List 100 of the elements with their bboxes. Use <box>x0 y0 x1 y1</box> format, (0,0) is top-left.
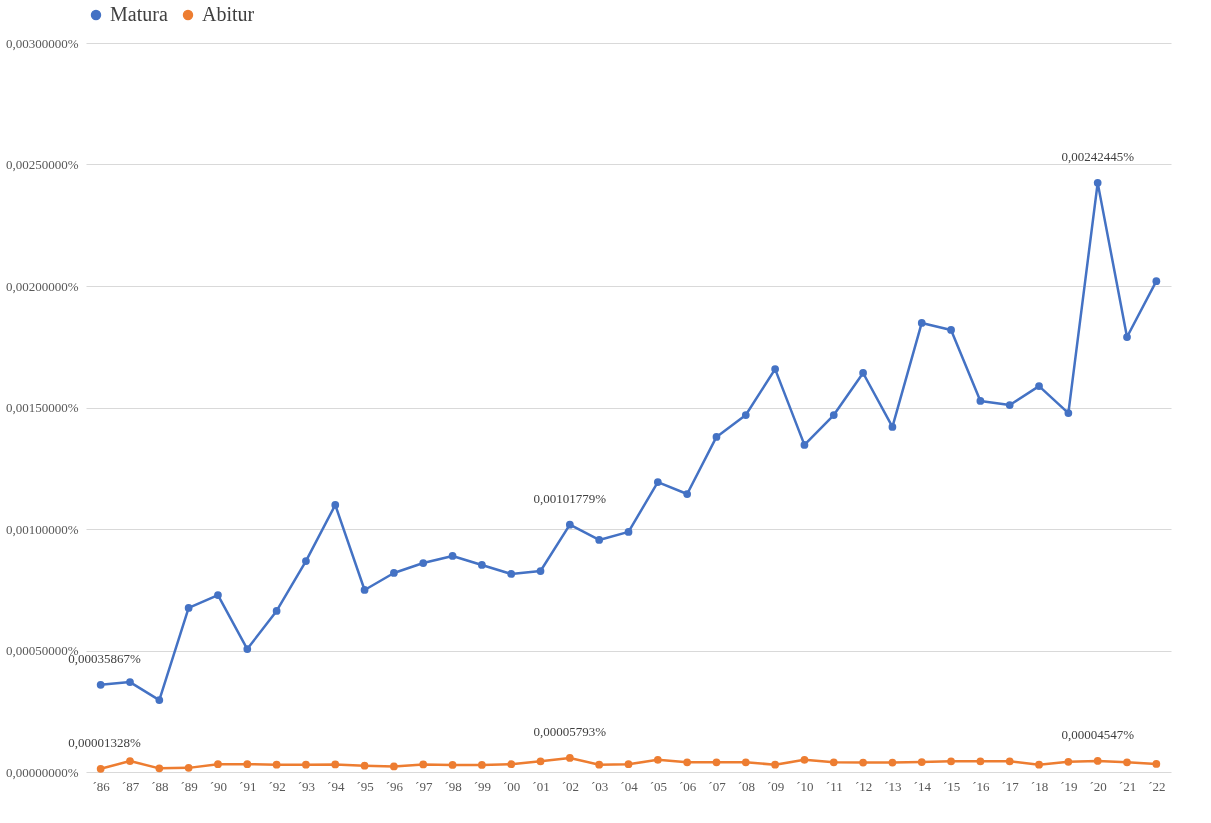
y-tick-label: 0,00100000% <box>5 521 79 537</box>
point <box>917 319 926 327</box>
point <box>741 758 750 767</box>
point <box>360 586 369 594</box>
point <box>624 528 633 536</box>
point <box>653 755 662 764</box>
point <box>419 760 428 769</box>
point <box>1035 760 1043 769</box>
point <box>624 760 633 769</box>
point <box>1035 382 1043 390</box>
point <box>595 536 604 544</box>
point <box>771 760 779 769</box>
point <box>390 569 398 577</box>
point <box>272 760 281 769</box>
point <box>126 757 134 765</box>
point <box>1005 401 1014 409</box>
point <box>829 411 838 419</box>
point <box>1152 277 1161 286</box>
annotation: 0,00101779% <box>533 490 607 506</box>
point <box>565 754 574 762</box>
x-tick-label: ´90 <box>209 778 228 794</box>
x-tick-label: ´87 <box>121 778 140 794</box>
point <box>888 423 897 431</box>
point <box>126 678 134 686</box>
x-tick-label: ´89 <box>180 778 198 794</box>
point <box>1064 757 1073 766</box>
x-tick-label: ´86 <box>92 778 111 794</box>
point <box>947 757 955 766</box>
point <box>741 411 750 419</box>
point <box>771 365 779 373</box>
x-tick-label: ´15 <box>942 778 961 794</box>
point <box>419 559 428 567</box>
x-tick-label: ´09 <box>766 778 785 794</box>
x-tick-label: ´01 <box>532 778 550 794</box>
point <box>184 764 193 772</box>
point <box>507 570 516 578</box>
legend-label: Abitur <box>202 3 255 25</box>
point <box>1123 333 1131 341</box>
point <box>712 433 721 441</box>
annotation: 0,00005793% <box>533 723 607 739</box>
point <box>302 557 310 565</box>
point <box>507 760 516 769</box>
x-tick-label: ´10 <box>796 778 814 794</box>
point <box>1093 757 1102 765</box>
point <box>243 645 252 653</box>
x-tick-label: ´88 <box>151 778 169 794</box>
point <box>712 758 721 767</box>
point <box>536 567 545 575</box>
point <box>155 764 164 773</box>
y-tick-label: 0,00250000% <box>5 157 79 172</box>
x-tick-label: ´91 <box>239 778 257 794</box>
x-tick-label: ´20 <box>1089 778 1107 794</box>
point <box>976 397 985 405</box>
annotation: 0,00004547% <box>1061 726 1135 742</box>
x-tick-label: ´12 <box>854 778 873 794</box>
point <box>272 607 281 615</box>
point <box>947 326 955 334</box>
point <box>96 764 105 773</box>
point <box>1064 409 1073 417</box>
point <box>1123 758 1131 767</box>
x-tick-label: ´16 <box>972 778 991 794</box>
x-tick-label: ´22 <box>1148 778 1166 794</box>
point <box>1152 760 1161 768</box>
point <box>565 520 574 529</box>
x-tick-label: ´93 <box>297 778 316 794</box>
point <box>536 757 545 766</box>
point <box>448 761 457 769</box>
x-tick-label: ´19 <box>1060 778 1078 794</box>
point <box>331 760 340 769</box>
x-tick-label: ´21 <box>1118 778 1137 794</box>
x-tick-label: ´03 <box>591 778 609 794</box>
point <box>1093 178 1102 187</box>
x-tick-label: ´13 <box>884 778 902 794</box>
point <box>595 760 604 769</box>
x-tick-label: ´02 <box>561 778 580 794</box>
legend-label: Matura <box>110 3 168 25</box>
y-tick-label: 0,00150000% <box>5 400 79 415</box>
annotation: 0,00242445% <box>1061 148 1135 164</box>
point <box>214 591 222 599</box>
point <box>448 552 457 560</box>
point <box>859 758 867 767</box>
point <box>360 761 369 770</box>
y-tick-label: 0,00200000% <box>5 278 79 294</box>
point <box>653 478 662 486</box>
x-tick-label: ´07 <box>708 778 727 794</box>
y-tick-label: 0,00000000% <box>5 764 79 780</box>
point <box>478 561 486 569</box>
x-tick-label: ´97 <box>415 778 433 794</box>
x-tick-label: ´95 <box>356 778 374 794</box>
x-tick-label: ´96 <box>385 778 404 794</box>
point <box>390 762 398 771</box>
point <box>96 680 105 689</box>
point <box>243 760 252 769</box>
point <box>888 758 897 767</box>
point <box>1005 757 1014 766</box>
x-tick-label: ´94 <box>327 778 345 794</box>
x-tick-label: ´99 <box>473 778 492 794</box>
x-tick-label: ´17 <box>1001 778 1020 794</box>
point <box>214 760 222 769</box>
x-tick-label: ´04 <box>620 778 639 794</box>
